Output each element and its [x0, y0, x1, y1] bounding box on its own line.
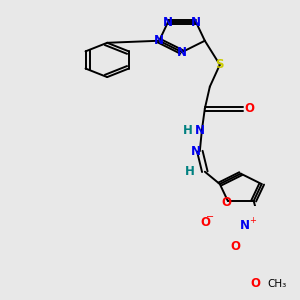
Text: N: N	[191, 16, 201, 29]
Text: S: S	[216, 58, 224, 71]
Text: N: N	[240, 219, 250, 232]
Text: O: O	[200, 216, 210, 229]
Text: N: N	[195, 124, 205, 137]
Text: O: O	[222, 196, 232, 209]
Text: H: H	[183, 124, 193, 137]
Text: −: −	[206, 212, 214, 222]
Text: O: O	[251, 278, 261, 290]
Text: N: N	[163, 16, 173, 29]
Text: N: N	[177, 46, 187, 59]
Text: O: O	[245, 102, 255, 115]
Text: +: +	[250, 216, 256, 225]
Text: N: N	[191, 145, 201, 158]
Text: O: O	[230, 240, 240, 254]
Text: H: H	[185, 165, 195, 178]
Text: CH₃: CH₃	[267, 279, 286, 289]
Text: N: N	[154, 34, 164, 47]
